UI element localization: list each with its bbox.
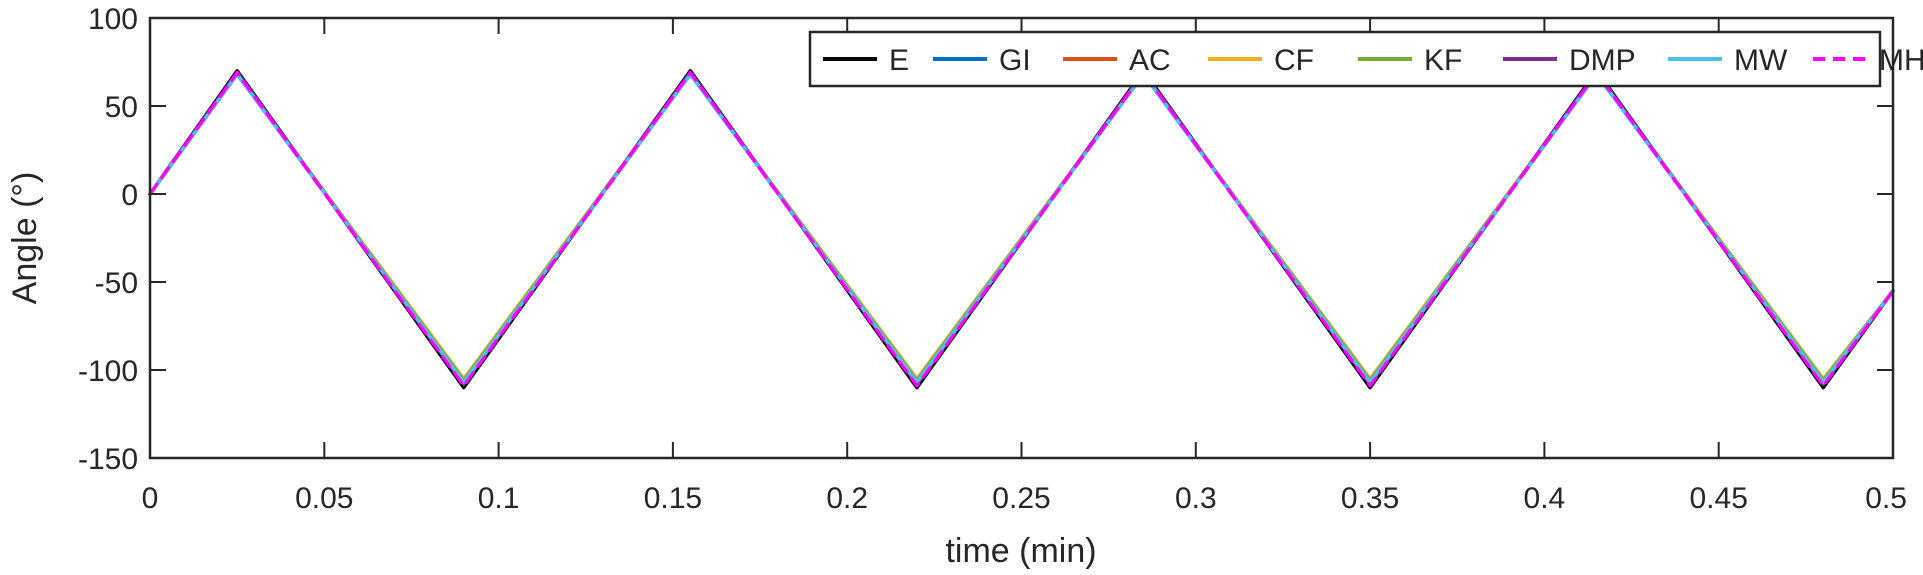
- y-tick-label: -150: [78, 443, 138, 476]
- legend-label-gi: GI: [999, 44, 1031, 77]
- series-line-mh: [148, 70, 1895, 388]
- legend-label-mh: MH: [1879, 44, 1923, 77]
- legend-label-mw: MW: [1734, 44, 1788, 77]
- y-tick-label: 0: [121, 179, 138, 212]
- legend-label-kf: KF: [1424, 44, 1462, 77]
- y-axis-ticks: 100 50 0 -50 -100 -150: [78, 3, 1893, 476]
- x-tick-label: 0.15: [644, 482, 702, 515]
- y-tick-label: 50: [105, 91, 138, 124]
- x-axis-ticks: 0 0.05 0.1 0.15 0.2 0.25 0.3 0.35 0.4 0.45 0.5: [142, 18, 1907, 515]
- legend-label-dmp: DMP: [1569, 44, 1636, 77]
- x-tick-label: 0.5: [1865, 482, 1907, 515]
- y-tick-label: -100: [78, 355, 138, 388]
- x-tick-label: 0.05: [295, 482, 353, 515]
- y-tick-label: 100: [88, 3, 138, 36]
- x-tick-label: 0.25: [992, 482, 1050, 515]
- legend-label-cf: CF: [1274, 44, 1314, 77]
- x-tick-label: 0.3: [1175, 482, 1217, 515]
- legend-label-e: E: [889, 44, 909, 77]
- x-tick-label: 0.2: [826, 482, 868, 515]
- x-tick-label: 0: [142, 482, 159, 515]
- x-tick-label: 0.35: [1341, 482, 1399, 515]
- legend: E GI AC CF KF DMP MW MH: [808, 30, 1923, 88]
- legend-label-ac: AC: [1129, 44, 1171, 77]
- x-axis-label: time (min): [945, 532, 1096, 570]
- x-tick-label: 0.45: [1690, 482, 1748, 515]
- y-axis-label: Angle (°): [6, 172, 44, 305]
- x-tick-label: 0.1: [478, 482, 520, 515]
- y-tick-label: -50: [95, 267, 138, 300]
- x-tick-label: 0.4: [1524, 482, 1566, 515]
- plot-area: [148, 69, 1895, 390]
